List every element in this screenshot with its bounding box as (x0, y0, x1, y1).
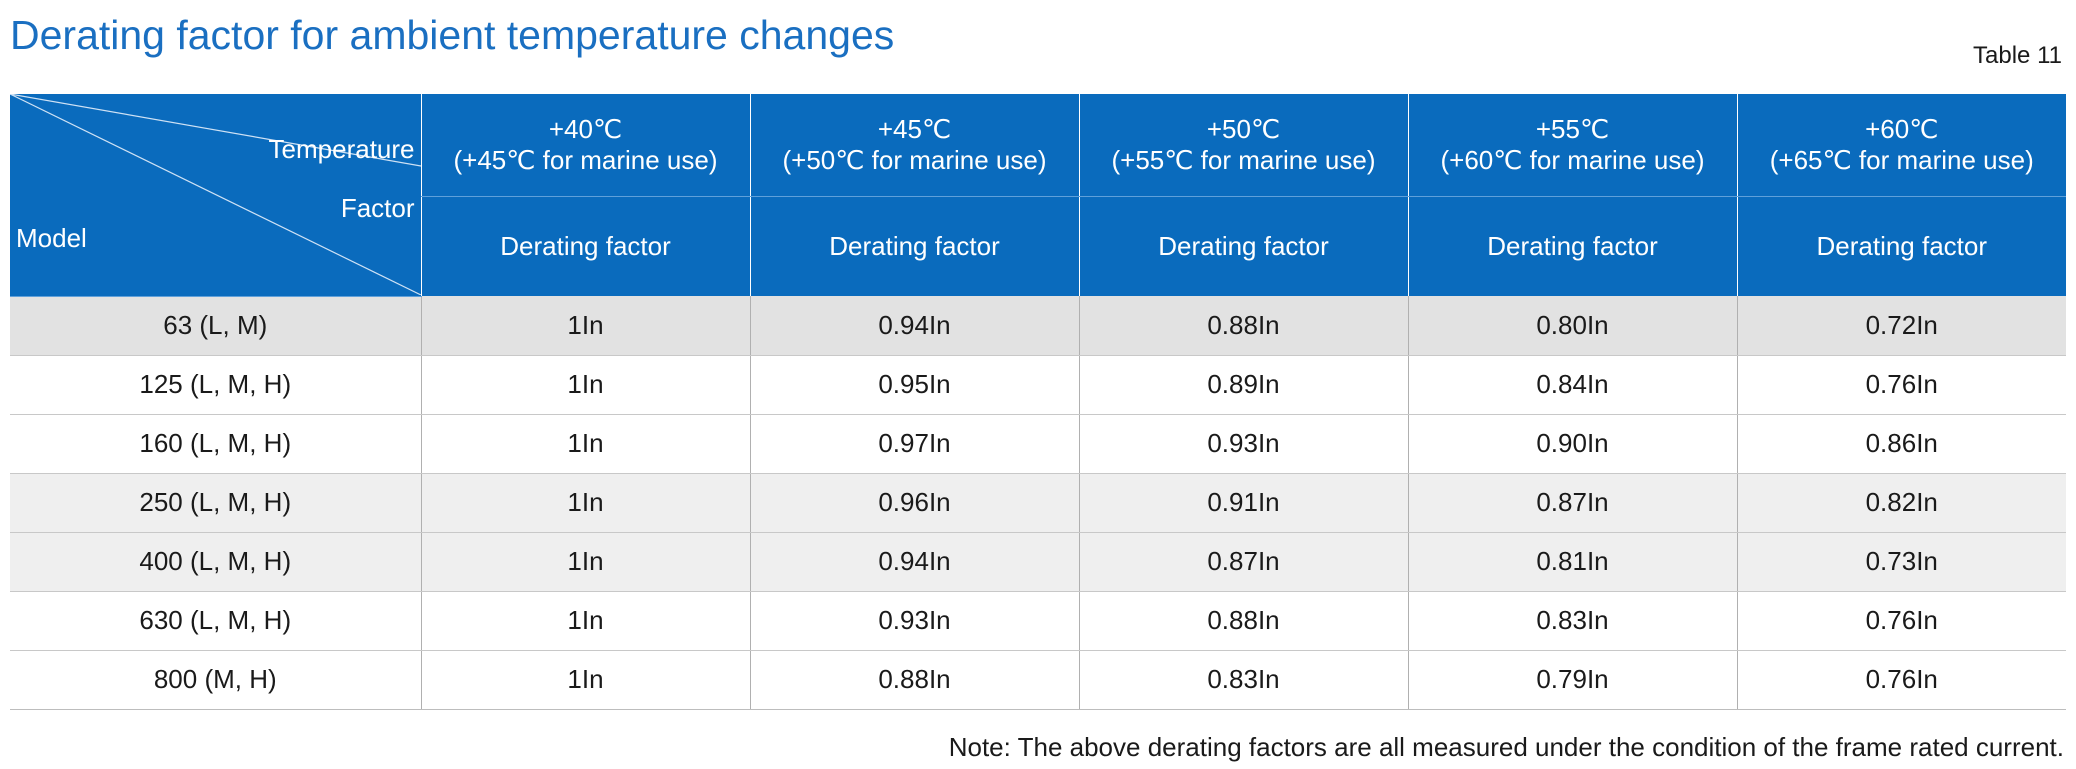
model-cell: 800 (M, H) (10, 650, 421, 710)
value-cell: 0.97In (749, 414, 1079, 474)
value-cell: 0.88In (1078, 296, 1408, 356)
value-cell: 0.95In (749, 355, 1079, 415)
value-cell: 0.79In (1407, 650, 1737, 710)
value-cell: 0.82In (1736, 473, 2066, 533)
value-cell: 1In (420, 414, 750, 474)
value-cell: 0.94In (749, 532, 1079, 592)
derating-factor-subheader: Derating factor (1078, 196, 1408, 296)
table-row: 400 (L, M, H) 1In 0.94In 0.87In 0.81In 0… (10, 532, 2066, 592)
marine-temperature-value: (+65℃ for marine use) (1769, 145, 2034, 175)
marine-temperature-value: (+60℃ for marine use) (1440, 145, 1705, 175)
temperature-header-cell: +55℃ (+60℃ for marine use) (1407, 94, 1737, 197)
temperature-value: +60℃ (1865, 114, 1939, 144)
value-cell: 0.94In (749, 296, 1079, 356)
table-row: 800 (M, H) 1In 0.88In 0.83In 0.79In 0.76… (10, 650, 2066, 710)
table-number-label: Table 11 (1973, 42, 2062, 69)
footnote: Note: The above derating factors are all… (948, 732, 2064, 762)
table-row: 63 (L, M) 1In 0.94In 0.88In 0.80In 0.72I… (10, 296, 2066, 356)
temperature-header-cell: +60℃ (+65℃ for marine use) (1736, 94, 2066, 197)
model-cell: 630 (L, M, H) (10, 591, 421, 651)
value-cell: 0.86In (1736, 414, 2066, 474)
temperature-value: +40℃ (548, 114, 623, 144)
model-cell: 63 (L, M) (10, 296, 421, 356)
corner-label-model: Model (16, 223, 87, 253)
value-cell: 1In (420, 473, 750, 533)
value-cell: 0.83In (1078, 650, 1408, 710)
value-cell: 0.93In (749, 591, 1079, 651)
value-cell: 0.72In (1736, 296, 2066, 356)
model-cell: 250 (L, M, H) (10, 473, 421, 533)
value-cell: 0.91In (1078, 473, 1408, 533)
derating-factor-subheader: Derating factor (1736, 196, 2066, 296)
value-cell: 0.76In (1736, 650, 2066, 710)
table-row: 125 (L, M, H) 1In 0.95In 0.89In 0.84In 0… (10, 355, 2066, 415)
value-cell: 0.87In (1078, 532, 1408, 592)
value-cell: 1In (420, 591, 750, 651)
model-cell: 400 (L, M, H) (10, 532, 421, 592)
temperature-header-cell: +45℃ (+50℃ for marine use) (749, 94, 1079, 197)
temperature-header-row: Temperature Factor Model +40℃ (+45℃ for m… (10, 94, 2066, 297)
value-cell: 0.93In (1078, 414, 1408, 474)
value-cell: 0.81In (1407, 532, 1737, 592)
value-cell: 1In (420, 532, 750, 592)
value-cell: 0.76In (1736, 591, 2066, 651)
derating-factor-subheader: Derating factor (1407, 196, 1737, 296)
temperature-header-cell: +40℃ (+45℃ for marine use) (420, 94, 750, 197)
value-cell: 0.76In (1736, 355, 2066, 415)
value-cell: 0.88In (1078, 591, 1408, 651)
derating-factor-subheader: Derating factor (749, 196, 1079, 296)
value-cell: 0.80In (1407, 296, 1737, 356)
value-cell: 0.87In (1407, 473, 1737, 533)
derating-factor-subheader: Derating factor (420, 196, 750, 296)
diagonal-split-lines (10, 94, 421, 295)
marine-temperature-value: (+50℃ for marine use) (782, 145, 1047, 175)
temperature-value: +45℃ (877, 114, 952, 144)
corner-label-factor: Factor (340, 193, 415, 223)
marine-temperature-value: (+45℃ for marine use) (453, 145, 718, 175)
value-cell: 0.88In (749, 650, 1079, 710)
derating-factor-table: Temperature Factor Model +40℃ (+45℃ for m… (10, 94, 2066, 710)
value-cell: 1In (420, 650, 750, 710)
value-cell: 0.90In (1407, 414, 1737, 474)
value-cell: 0.73In (1736, 532, 2066, 592)
model-cell: 125 (L, M, H) (10, 355, 421, 415)
table-row: 250 (L, M, H) 1In 0.96In 0.91In 0.87In 0… (10, 473, 2066, 533)
value-cell: 0.96In (749, 473, 1079, 533)
temperature-header-cell: +50℃ (+55℃ for marine use) (1078, 94, 1408, 197)
table-row: 630 (L, M, H) 1In 0.93In 0.88In 0.83In 0… (10, 591, 2066, 651)
marine-temperature-value: (+55℃ for marine use) (1111, 145, 1376, 175)
table-row: 160 (L, M, H) 1In 0.97In 0.93In 0.90In 0… (10, 414, 2066, 474)
corner-label-temperature: Temperature (268, 134, 415, 164)
value-cell: 0.89In (1078, 355, 1408, 415)
corner-header-cell: Temperature Factor Model (10, 94, 421, 297)
temperature-value: +50℃ (1206, 114, 1281, 144)
value-cell: 1In (420, 355, 750, 415)
value-cell: 0.83In (1407, 591, 1737, 651)
subheader-row: Derating factor Derating factor Derating… (10, 196, 2066, 296)
page-title: Derating factor for ambient temperature … (10, 12, 895, 58)
model-cell: 160 (L, M, H) (10, 414, 421, 474)
temperature-value: +55℃ (1535, 114, 1610, 144)
value-cell: 0.84In (1407, 355, 1737, 415)
value-cell: 1In (420, 296, 750, 356)
